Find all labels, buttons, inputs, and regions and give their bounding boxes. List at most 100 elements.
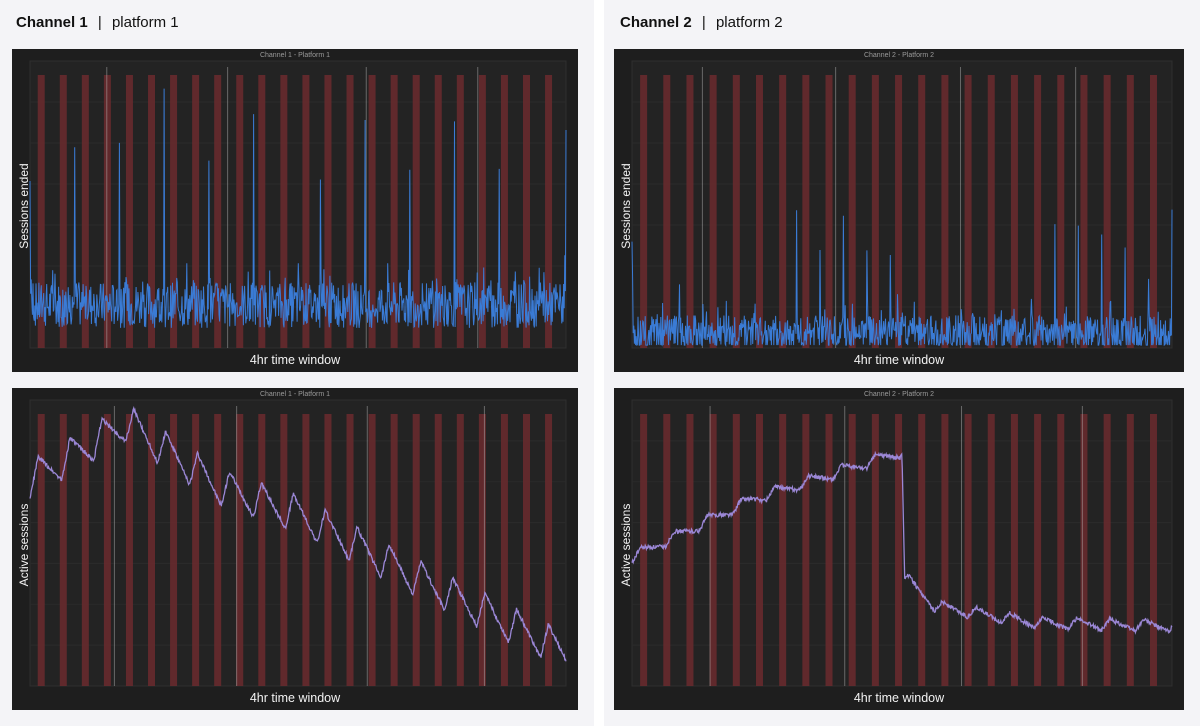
chart-title: Channel 1 - Platform 1	[259, 52, 331, 59]
event-band	[302, 75, 310, 348]
event-band	[732, 414, 740, 686]
chart-title: Channel 2 - Platform 2	[863, 391, 935, 398]
event-band	[802, 75, 810, 348]
event-band	[368, 414, 376, 686]
header-separator: |	[701, 14, 706, 31]
event-band	[236, 75, 244, 348]
event-band	[434, 414, 442, 686]
sessions-ended-chart: Channel 2 - Platform 2 Sessions ended 4h…	[614, 49, 1184, 372]
event-band	[802, 414, 810, 686]
event-band	[1010, 75, 1018, 348]
event-band	[825, 75, 833, 348]
event-band	[170, 75, 178, 348]
event-band	[103, 414, 111, 686]
event-band	[871, 414, 879, 686]
event-band	[640, 75, 648, 348]
active-sessions-chart: Channel 1 - Platform 1 Active sessions 4…	[12, 388, 578, 710]
y-axis-label: Active sessions	[619, 503, 633, 587]
event-band	[390, 75, 398, 348]
event-band	[1126, 75, 1134, 348]
y-axis-label: Active sessions	[17, 503, 31, 587]
event-band	[709, 414, 717, 686]
event-band	[59, 414, 67, 686]
event-band	[192, 75, 200, 348]
event-band	[686, 414, 694, 686]
event-band	[258, 414, 266, 686]
event-band	[1057, 414, 1065, 686]
event-band	[941, 75, 949, 348]
event-band	[522, 414, 530, 686]
event-band	[918, 75, 926, 348]
platform-name: platform 1	[111, 14, 179, 31]
event-band	[258, 75, 266, 348]
event-band	[848, 75, 856, 348]
series-line	[631, 209, 1173, 348]
event-band	[368, 75, 376, 348]
panel-channel-2: Channel 2 | platform 2 Channel 2 - Platf…	[604, 0, 1200, 726]
event-band	[1034, 414, 1042, 686]
plot-area	[29, 399, 567, 687]
event-band	[663, 75, 671, 348]
active-sessions-plot	[29, 399, 567, 687]
chart-title: Channel 1 - Platform 1	[259, 391, 331, 398]
event-band	[918, 414, 926, 686]
event-band	[236, 414, 244, 686]
panel-channel-1: Channel 1 | platform 1 Channel 1 - Platf…	[0, 0, 594, 726]
event-band	[478, 414, 486, 686]
event-band	[1149, 414, 1157, 686]
sessions-ended-chart: Channel 1 - Platform 1 Sessions ended 4h…	[12, 49, 578, 372]
event-band	[779, 75, 787, 348]
event-band	[192, 414, 200, 686]
event-band	[964, 75, 972, 348]
platform-name: platform 2	[715, 14, 783, 31]
series-line	[29, 88, 567, 329]
event-band	[1103, 414, 1111, 686]
event-band	[280, 414, 288, 686]
event-band	[324, 75, 332, 348]
event-band	[871, 75, 879, 348]
event-band	[412, 75, 420, 348]
event-band	[732, 75, 740, 348]
event-band	[125, 414, 133, 686]
event-band	[848, 414, 856, 686]
event-band	[522, 75, 530, 348]
event-band	[170, 414, 178, 686]
event-band	[214, 414, 222, 686]
y-axis-label: Sessions ended	[619, 163, 633, 249]
event-band	[280, 75, 288, 348]
event-band	[755, 75, 763, 348]
event-band	[148, 414, 156, 686]
event-band	[941, 414, 949, 686]
y-axis-label: Sessions ended	[17, 163, 31, 249]
x-axis-label: 4hr time window	[249, 353, 341, 367]
x-axis-label: 4hr time window	[853, 353, 945, 367]
event-band	[412, 414, 420, 686]
event-band	[895, 75, 903, 348]
event-band	[825, 414, 833, 686]
event-band	[640, 414, 648, 686]
x-axis-label: 4hr time window	[249, 691, 341, 705]
event-band	[148, 75, 156, 348]
event-band	[81, 414, 89, 686]
event-band	[779, 414, 787, 686]
event-band	[1080, 414, 1088, 686]
event-band	[500, 75, 508, 348]
event-band	[59, 75, 67, 348]
event-band	[1057, 75, 1065, 348]
event-band	[987, 414, 995, 686]
event-band	[1080, 75, 1088, 348]
event-band	[1103, 75, 1111, 348]
event-band	[663, 414, 671, 686]
event-band	[545, 75, 553, 348]
chart-title: Channel 2 - Platform 2	[863, 52, 935, 59]
event-band	[214, 75, 222, 348]
header-separator: |	[97, 14, 102, 31]
event-band	[81, 75, 89, 348]
event-band	[709, 75, 717, 348]
channel-name: Channel 2	[620, 14, 692, 31]
event-band	[37, 414, 45, 686]
event-band	[1034, 75, 1042, 348]
event-band	[987, 75, 995, 348]
event-band	[390, 414, 398, 686]
sessions-ended-plot	[631, 60, 1173, 349]
